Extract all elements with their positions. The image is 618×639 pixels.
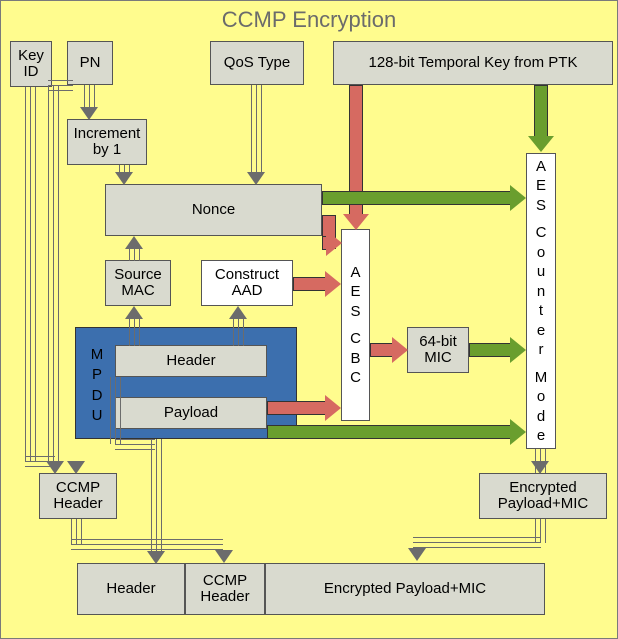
node-key-id: Key ID <box>10 41 52 87</box>
edge-payload-aescbc <box>267 401 327 415</box>
edge-nonce-aescounter <box>322 191 512 205</box>
node-out-enc: Encrypted Payload+MIC <box>265 563 545 615</box>
node-enc-payload-mic: Encrypted Payload+MIC <box>479 473 607 519</box>
edge-pn-increment <box>84 85 95 109</box>
node-increment: Increment by 1 <box>67 119 147 165</box>
edge-payload-aescounter <box>267 425 511 439</box>
diagram-title: CCMP Encryption <box>1 7 617 33</box>
edge-aescbc-mic <box>370 343 394 357</box>
node-payload: Payload <box>115 397 267 429</box>
edge-sourcemac-nonce <box>129 247 140 261</box>
edge-aad-aescbc <box>293 277 327 291</box>
edge-header-aad <box>233 318 244 346</box>
diagram-canvas: CCMP Encryption Key ID PN QoS Type 128-b… <box>0 0 618 639</box>
node-qos-type: QoS Type <box>210 41 304 85</box>
edge-keyid-ccmpheader <box>25 87 36 462</box>
node-source-mac: Source MAC <box>105 260 171 306</box>
node-nonce: Nonce <box>105 184 322 236</box>
edge-header-sourcemac <box>129 318 140 346</box>
edge-tk-aescounter <box>534 85 548 137</box>
node-header: Header <box>115 345 267 377</box>
node-ccmp-header: CCMP Header <box>39 473 117 519</box>
edge-qos-nonce <box>251 85 262 173</box>
node-construct-aad: Construct AAD <box>201 260 293 306</box>
node-aes-counter: AES Counter Mode <box>526 153 556 449</box>
node-mic: 64-bit MIC <box>407 327 469 373</box>
node-out-header: Header <box>77 563 185 615</box>
node-pn: PN <box>67 41 113 85</box>
node-aes-cbc: AES CBC <box>341 229 370 421</box>
edge-mic-aescounter <box>469 343 511 357</box>
node-temporal-key: 128-bit Temporal Key from PTK <box>333 41 613 85</box>
node-out-ccmp-header: CCMP Header <box>185 563 265 615</box>
edge-header-out <box>151 439 162 551</box>
edge-pn-ccmpheader <box>48 85 59 461</box>
